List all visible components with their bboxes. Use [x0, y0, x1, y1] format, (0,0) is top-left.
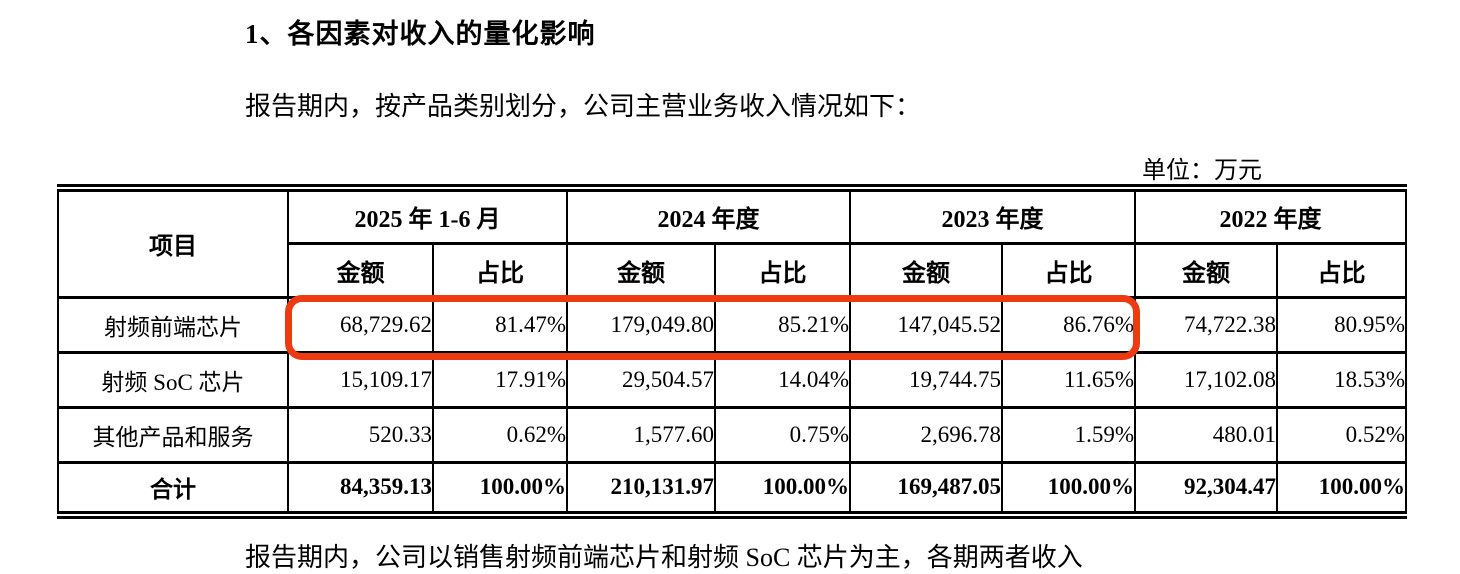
table-cell: 210,131.97: [566, 460, 716, 517]
table-cell: 100.00%: [1001, 460, 1136, 517]
table-cell: 19,744.75: [849, 350, 1003, 409]
table-cell: 68,729.62: [287, 295, 434, 354]
revenue-table-container: 项目 2025 年 1-6 月 2024 年度 2023 年度 2022 年度 …: [57, 184, 1407, 519]
table-header-row-periods: 项目 2025 年 1-6 月 2024 年度 2023 年度 2022 年度: [57, 186, 1407, 299]
section-title: 1、各因素对收入的量化影响: [245, 19, 596, 49]
row-label: 射频前端芯片: [57, 295, 289, 354]
table-cell: 84,359.13: [287, 460, 434, 517]
subheader-ratio: 占比: [1001, 241, 1136, 299]
table-cell: 169,487.05: [849, 460, 1003, 517]
subheader-ratio: 占比: [432, 241, 568, 299]
table-cell: 147,045.52: [849, 295, 1003, 354]
table-cell: 100.00%: [1276, 460, 1407, 517]
table-cell: 0.52%: [1276, 405, 1407, 464]
subheader-amount: 金额: [287, 241, 434, 299]
table-cell: 520.33: [287, 405, 434, 464]
table-cell: 14.04%: [714, 350, 851, 409]
subheader-ratio: 占比: [1276, 241, 1407, 299]
table-cell: 1,577.60: [566, 405, 716, 464]
table-cell: 81.47%: [432, 295, 568, 354]
table-cell: 0.62%: [432, 405, 568, 464]
table-cell: 1.59%: [1001, 405, 1136, 464]
table-row-total: 合计 84,359.13 100.00% 210,131.97 100.00% …: [57, 460, 1407, 517]
row-label: 合计: [57, 460, 289, 517]
table-row-other-products: 其他产品和服务 520.33 0.62% 1,577.60 0.75% 2,69…: [57, 405, 1407, 464]
period-header-2024: 2024 年度: [566, 186, 851, 245]
table-cell: 92,304.47: [1134, 460, 1278, 517]
corner-header-cell: 项目: [57, 186, 289, 299]
period-header-2025h1: 2025 年 1-6 月: [287, 186, 568, 245]
period-header-2023: 2023 年度: [849, 186, 1136, 245]
table-row-rf-frontend-chip: 射频前端芯片 68,729.62 81.47% 179,049.80 85.21…: [57, 295, 1407, 354]
subheader-ratio: 占比: [714, 241, 851, 299]
subheader-amount: 金额: [1134, 241, 1278, 299]
row-label: 射频 SoC 芯片: [57, 350, 289, 409]
table-cell: 2,696.78: [849, 405, 1003, 464]
table-cell: 85.21%: [714, 295, 851, 354]
table-cell: 86.76%: [1001, 295, 1136, 354]
table-cell: 17.91%: [432, 350, 568, 409]
subheader-amount: 金额: [849, 241, 1003, 299]
intro-paragraph: 报告期内，按产品类别划分，公司主营业务收入情况如下：: [245, 92, 922, 121]
table-cell: 18.53%: [1276, 350, 1407, 409]
table-cell: 15,109.17: [287, 350, 434, 409]
table-cell: 74,722.38: [1134, 295, 1278, 354]
table-cell: 480.01: [1134, 405, 1278, 464]
table-cell: 80.95%: [1276, 295, 1407, 354]
table-cell: 11.65%: [1001, 350, 1136, 409]
period-header-2022: 2022 年度: [1134, 186, 1407, 245]
table-row-rf-soc-chip: 射频 SoC 芯片 15,109.17 17.91% 29,504.57 14.…: [57, 350, 1407, 409]
table-cell: 0.75%: [714, 405, 851, 464]
subheader-amount: 金额: [566, 241, 716, 299]
table-cell: 100.00%: [714, 460, 851, 517]
table-cell: 100.00%: [432, 460, 568, 517]
table-cell: 29,504.57: [566, 350, 716, 409]
row-label: 其他产品和服务: [57, 405, 289, 464]
table-cell: 17,102.08: [1134, 350, 1278, 409]
unit-label: 单位：万元: [1142, 158, 1262, 184]
revenue-table: 项目 2025 年 1-6 月 2024 年度 2023 年度 2022 年度 …: [57, 184, 1407, 519]
table-cell: 179,049.80: [566, 295, 716, 354]
